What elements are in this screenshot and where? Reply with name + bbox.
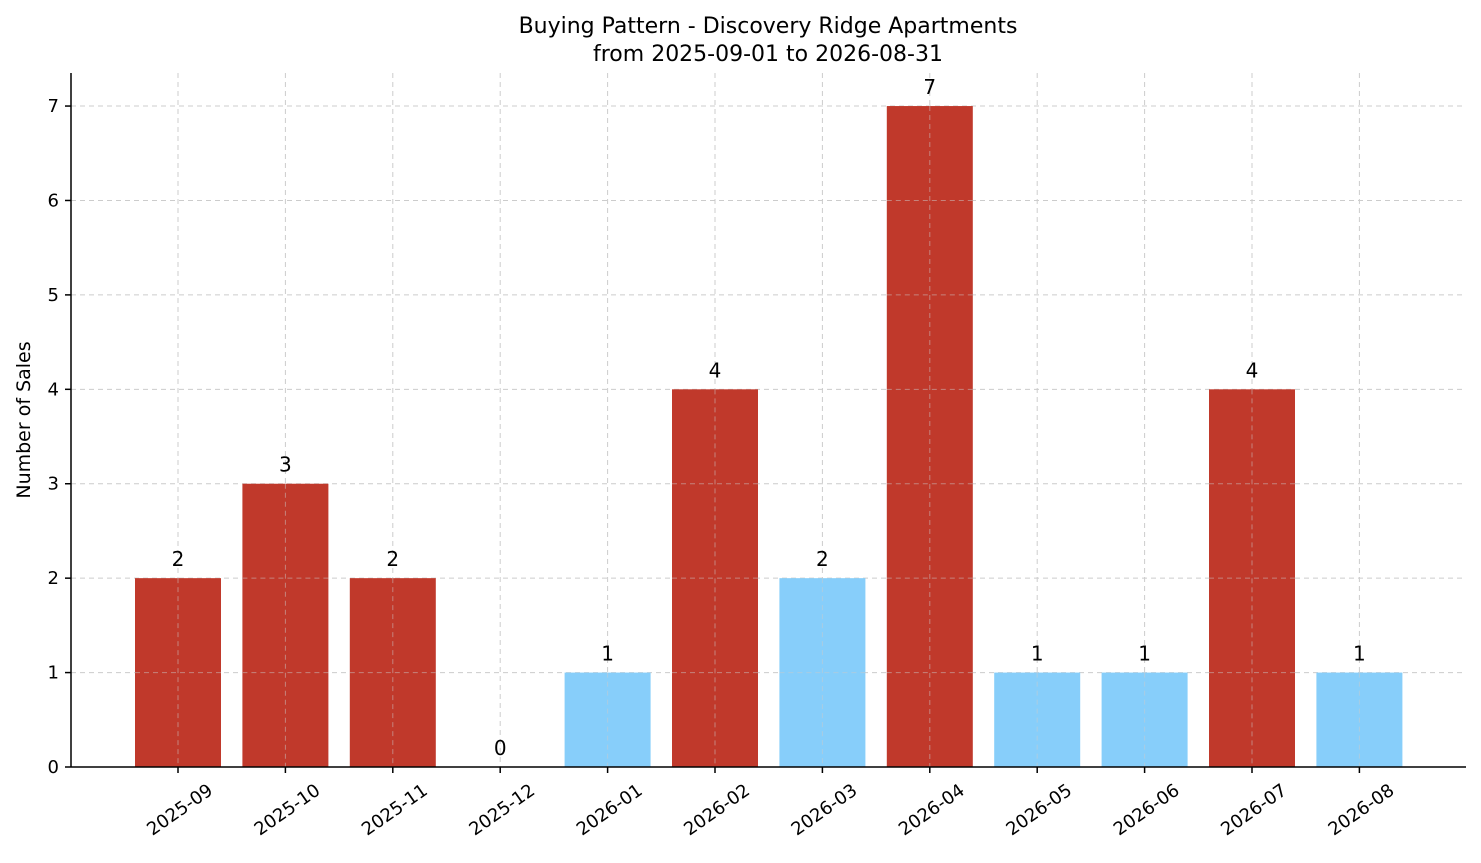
data-label-2026-03: 2 [816,547,829,571]
bar-2026-07 [1209,389,1295,767]
x-tick-label: 2026-03 [788,780,862,840]
bar-2026-02 [672,389,758,767]
y-tick-label: 2 [48,568,59,589]
y-tick-label: 3 [48,474,59,495]
x-tick-label: 2026-05 [1002,780,1076,840]
data-label-2026-01: 1 [601,642,614,666]
data-label-2026-02: 4 [709,358,722,382]
data-label-2026-08: 1 [1353,642,1366,666]
data-label-2025-09: 2 [172,547,185,571]
y-tick-label: 7 [48,96,59,117]
x-tick-label: 2026-08 [1325,780,1399,840]
x-tick-label: 2026-04 [895,780,969,840]
x-tick-label: 2026-07 [1217,780,1291,840]
y-tick-label: 6 [48,190,59,211]
data-label-2026-04: 7 [923,75,936,99]
bars [135,106,1403,768]
x-tick-label: 2026-06 [1110,780,1184,840]
data-label-2025-11: 2 [386,547,399,571]
data-label-2026-06: 1 [1138,642,1151,666]
x-tick-label: 2025-09 [143,780,217,840]
x-tick-label: 2025-10 [251,780,325,840]
y-axis-label: Number of Sales [13,341,35,498]
data-label-2025-10: 3 [279,453,292,477]
data-label-2025-12: 0 [494,736,507,760]
x-tick-label: 2025-12 [465,780,539,840]
x-tick-label: 2025-11 [358,780,432,840]
data-labels: 2 3 2 0 1 4 2 7 1 1 4 1 [172,75,1366,760]
data-label-2026-05: 1 [1031,642,1044,666]
x-tick-label: 2026-01 [573,780,647,840]
chart-title: Buying Pattern - Discovery Ridge Apartme… [519,14,1018,39]
chart-subtitle: from 2025-09-01 to 2026-08-31 [593,42,943,67]
y-tick-label: 5 [48,285,59,306]
bar-2025-10 [242,483,329,767]
x-tick-label: 2026-02 [680,780,754,840]
y-tick-label: 0 [48,757,59,778]
y-tick-label: 4 [48,379,59,400]
y-tick-label: 1 [48,663,59,684]
data-label-2026-07: 4 [1246,358,1259,382]
